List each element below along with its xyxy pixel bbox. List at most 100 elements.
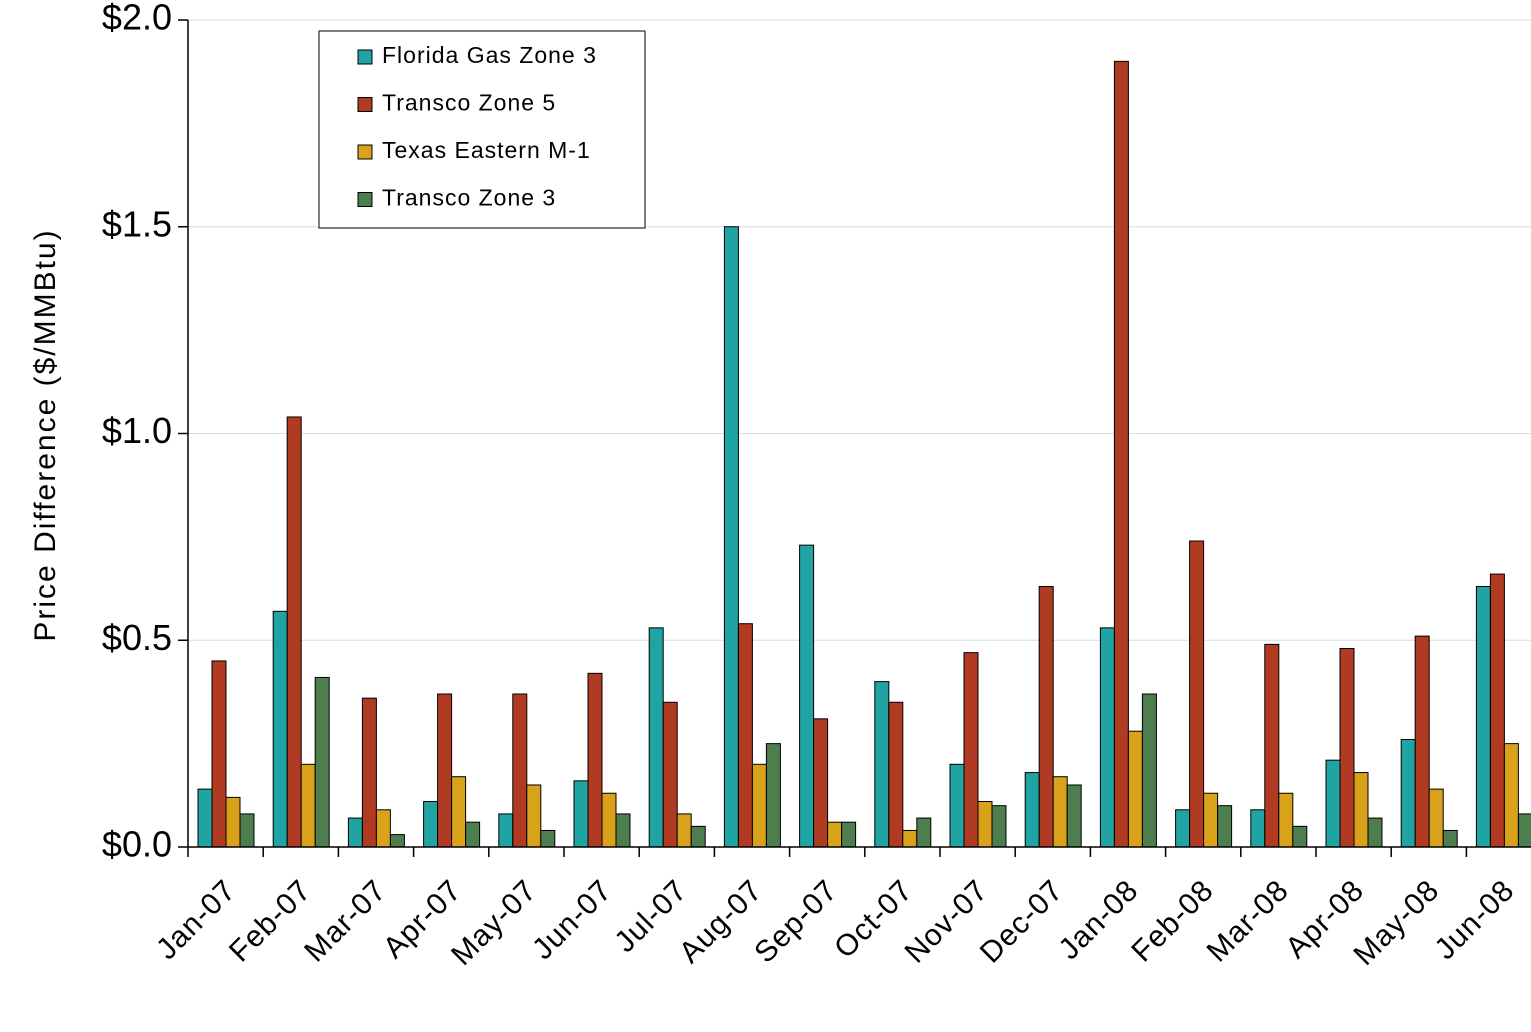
bar-transco-zone-3-apr-08 [1367, 817, 1383, 848]
legend-swatch [357, 144, 373, 160]
bar-transco-zone-3-nov-07 [991, 805, 1007, 848]
x-tick-label: Mar-08 [1201, 874, 1296, 969]
bar-transco-zone-3-jan-08 [1141, 693, 1157, 848]
bar-transco-zone-3-jun-08 [1517, 813, 1531, 848]
x-tick-label: Aug-07 [673, 874, 769, 970]
bar-florida-gas-zone-3-apr-07 [423, 801, 439, 848]
bar-transco-zone-5-oct-07 [888, 701, 904, 848]
bar-transco-zone-5-may-08 [1414, 635, 1430, 848]
bar-florida-gas-zone-3-dec-07 [1024, 772, 1040, 848]
bar-transco-zone-3-oct-07 [916, 817, 932, 848]
x-tick-labels: Jan-07Feb-07Mar-07Apr-07May-07Jun-07Jul-… [150, 847, 1521, 972]
bar-transco-zone-3-apr-07 [465, 821, 481, 848]
bar-texas-eastern-m-1-jan-08 [1127, 730, 1143, 848]
bar-florida-gas-zone-3-may-07 [498, 813, 514, 848]
bar-transco-zone-5-jun-07 [587, 672, 603, 848]
y-tick-label: $1.5 [102, 203, 172, 244]
x-tick-label: Feb-08 [1125, 874, 1220, 969]
bar-transco-zone-5-apr-07 [437, 693, 453, 848]
bar-transco-zone-5-jul-07 [662, 701, 678, 848]
y-tick-label: $0.5 [102, 617, 172, 658]
legend-label: Transco Zone 5 [382, 90, 556, 116]
bar-florida-gas-zone-3-jan-07 [197, 788, 213, 848]
x-tick-label: Jun-08 [1429, 874, 1521, 966]
bar-transco-zone-5-jan-07 [211, 660, 227, 848]
bar-texas-eastern-m-1-feb-07 [300, 763, 316, 848]
bar-texas-eastern-m-1-mar-08 [1278, 792, 1294, 848]
x-tick-label: Mar-07 [298, 874, 393, 969]
bar-florida-gas-zone-3-feb-08 [1175, 809, 1191, 848]
bar-transco-zone-3-dec-07 [1066, 784, 1082, 848]
bar-transco-zone-5-dec-07 [1038, 585, 1054, 848]
bar-transco-zone-5-nov-07 [963, 652, 979, 848]
bar-florida-gas-zone-3-apr-08 [1325, 759, 1341, 848]
bar-texas-eastern-m-1-jan-07 [225, 796, 241, 848]
legend-swatch [357, 192, 373, 207]
legend-label: Transco Zone 3 [382, 185, 556, 211]
y-tick-labels: $0.0 $0.5 $1.0 $1.5 $2.0 [102, 0, 188, 865]
bar-transco-zone-3-jun-07 [615, 813, 631, 848]
bar-transco-zone-5-jan-08 [1113, 60, 1129, 848]
bar-transco-zone-3-jan-07 [239, 813, 255, 848]
bar-florida-gas-zone-3-nov-07 [949, 763, 965, 848]
bar-transco-zone-3-aug-07 [765, 743, 781, 848]
bar-florida-gas-zone-3-jun-07 [573, 780, 589, 848]
bar-florida-gas-zone-3-mar-07 [347, 817, 363, 848]
bar-florida-gas-zone-3-feb-07 [272, 610, 288, 848]
bar-texas-eastern-m-1-feb-08 [1203, 792, 1219, 848]
bar-transco-zone-5-feb-08 [1189, 540, 1205, 848]
bar-transco-zone-3-mar-07 [389, 834, 405, 848]
bar-transco-zone-3-feb-07 [314, 676, 330, 848]
y-tick-label: $0.0 [102, 824, 172, 865]
legend-box [318, 30, 646, 229]
bar-texas-eastern-m-1-jun-07 [601, 792, 617, 848]
legend-swatch [357, 97, 373, 112]
y-tick-label: $1.0 [102, 410, 172, 451]
bar-florida-gas-zone-3-oct-07 [874, 681, 890, 848]
bar-texas-eastern-m-1-may-07 [526, 784, 542, 848]
bar-transco-zone-5-aug-07 [737, 623, 753, 848]
bar-texas-eastern-m-1-oct-07 [902, 829, 918, 848]
bar-texas-eastern-m-1-jun-08 [1503, 743, 1519, 848]
x-tick-label: May-07 [445, 874, 543, 972]
bar-florida-gas-zone-3-may-08 [1400, 738, 1416, 848]
y-tick-label: $2.0 [102, 0, 172, 38]
x-tick-label: Feb-07 [223, 874, 318, 969]
bar-florida-gas-zone-3-mar-08 [1250, 809, 1266, 848]
bar-florida-gas-zone-3-sep-07 [799, 544, 815, 848]
bar-texas-eastern-m-1-nov-07 [977, 801, 993, 848]
bar-transco-zone-3-may-08 [1442, 829, 1458, 848]
bar-florida-gas-zone-3-jul-07 [648, 627, 664, 848]
bar-florida-gas-zone-3-jan-08 [1099, 627, 1115, 848]
bar-texas-eastern-m-1-dec-07 [1052, 776, 1068, 848]
bar-texas-eastern-m-1-sep-07 [827, 821, 843, 848]
bar-transco-zone-5-jun-08 [1489, 573, 1505, 848]
x-tick-label: Dec-07 [974, 874, 1070, 970]
legend-label: Texas Eastern M-1 [382, 137, 591, 163]
bar-transco-zone-5-feb-07 [286, 416, 302, 848]
bar-texas-eastern-m-1-apr-08 [1353, 772, 1369, 848]
x-tick-label: Jun-07 [526, 874, 618, 966]
x-tick-label: Sep-07 [748, 874, 844, 970]
bar-texas-eastern-m-1-mar-07 [375, 809, 391, 848]
bar-transco-zone-3-sep-07 [841, 821, 857, 848]
bar-florida-gas-zone-3-jun-08 [1475, 585, 1491, 848]
x-tick-label: Nov-07 [899, 874, 995, 970]
bar-transco-zone-3-jul-07 [690, 825, 706, 848]
bar-transco-zone-5-mar-08 [1264, 643, 1280, 848]
bar-texas-eastern-m-1-aug-07 [751, 763, 767, 848]
bar-texas-eastern-m-1-may-08 [1428, 788, 1444, 848]
legend-swatch [357, 49, 373, 65]
bar-florida-gas-zone-3-aug-07 [723, 226, 739, 848]
bar-texas-eastern-m-1-jul-07 [676, 813, 692, 848]
x-tick-label: May-08 [1347, 874, 1445, 972]
bar-transco-zone-5-may-07 [512, 693, 528, 848]
bar-transco-zone-3-may-07 [540, 829, 556, 848]
bar-transco-zone-3-feb-08 [1217, 805, 1233, 848]
bar-transco-zone-5-apr-08 [1339, 648, 1355, 848]
legend: Florida Gas Zone 3 Transco Zone 5 Texas Ea… [318, 30, 646, 229]
y-axis-label: Price Difference ($/MMBtu) [29, 228, 62, 641]
bar-texas-eastern-m-1-apr-07 [451, 776, 467, 848]
bar-transco-zone-3-mar-08 [1292, 825, 1308, 848]
